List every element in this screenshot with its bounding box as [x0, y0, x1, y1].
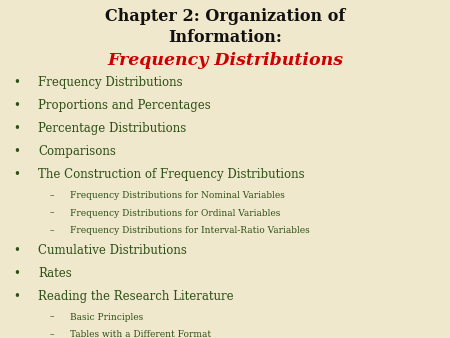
Text: •: •	[14, 76, 20, 89]
Text: Tables with a Different Format: Tables with a Different Format	[70, 330, 211, 338]
Text: Chapter 2: Organization of
Information:: Chapter 2: Organization of Information:	[105, 8, 345, 46]
Text: Cumulative Distributions: Cumulative Distributions	[38, 244, 187, 257]
Text: •: •	[14, 244, 20, 257]
Text: Frequency Distributions for Nominal Variables: Frequency Distributions for Nominal Vari…	[70, 191, 284, 200]
Text: –: –	[50, 330, 54, 338]
Text: The Construction of Frequency Distributions: The Construction of Frequency Distributi…	[38, 168, 305, 181]
Text: –: –	[50, 209, 54, 218]
Text: •: •	[14, 99, 20, 112]
Text: Frequency Distributions for Ordinal Variables: Frequency Distributions for Ordinal Vari…	[70, 209, 280, 218]
Text: •: •	[14, 290, 20, 303]
Text: •: •	[14, 122, 20, 135]
Text: Frequency Distributions: Frequency Distributions	[38, 76, 183, 89]
Text: Frequency Distributions for Interval-Ratio Variables: Frequency Distributions for Interval-Rat…	[70, 226, 310, 235]
Text: Proportions and Percentages: Proportions and Percentages	[38, 99, 211, 112]
Text: –: –	[50, 313, 54, 322]
Text: Basic Principles: Basic Principles	[70, 313, 143, 322]
Text: –: –	[50, 191, 54, 200]
Text: Frequency Distributions: Frequency Distributions	[107, 52, 343, 69]
Text: •: •	[14, 145, 20, 158]
Text: Reading the Research Literature: Reading the Research Literature	[38, 290, 234, 303]
Text: Comparisons: Comparisons	[38, 145, 116, 158]
Text: •: •	[14, 267, 20, 280]
Text: •: •	[14, 168, 20, 181]
Text: Rates: Rates	[38, 267, 72, 280]
Text: Percentage Distributions: Percentage Distributions	[38, 122, 186, 135]
Text: –: –	[50, 226, 54, 235]
